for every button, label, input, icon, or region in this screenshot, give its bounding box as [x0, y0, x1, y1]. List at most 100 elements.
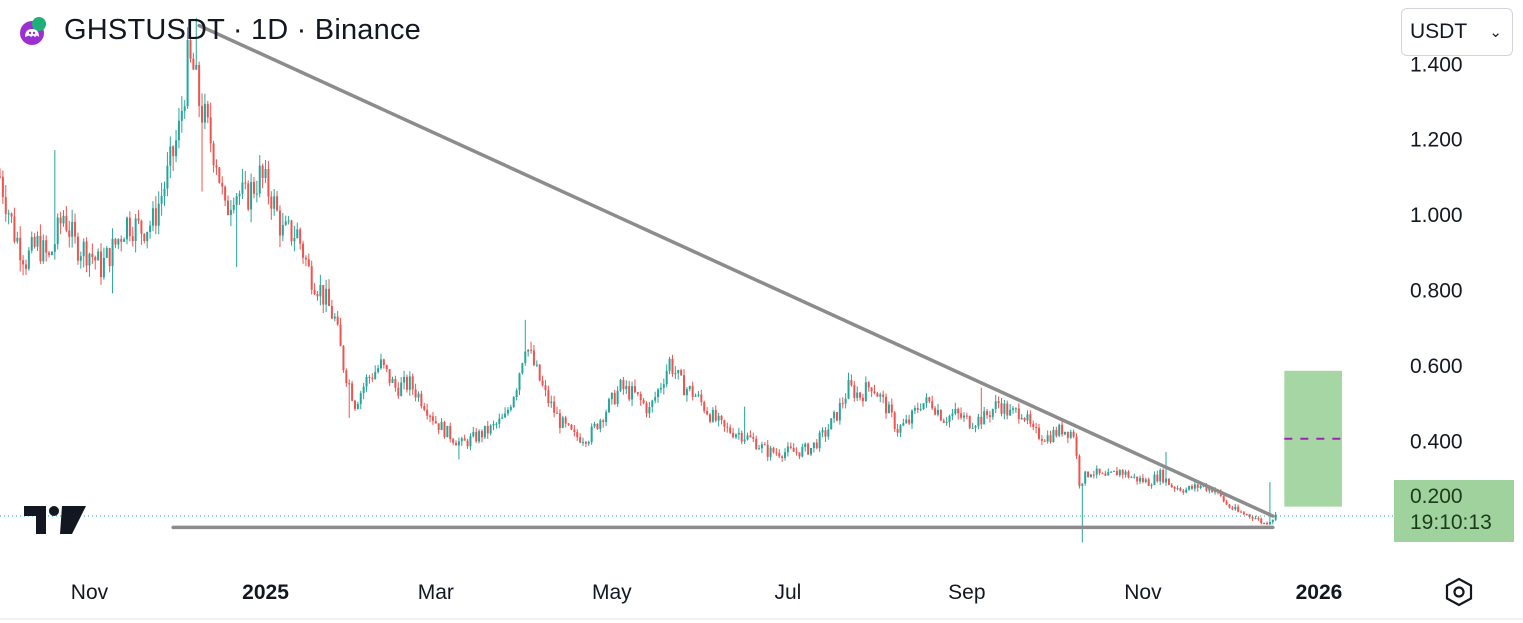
- candle: [599, 418, 602, 433]
- candle: [400, 376, 403, 397]
- candle: [290, 219, 293, 246]
- candle: [365, 374, 368, 392]
- candle: [7, 209, 10, 225]
- candle: [1144, 477, 1147, 484]
- candle: [983, 406, 986, 425]
- candle: [934, 406, 937, 416]
- candle: [706, 407, 709, 416]
- candle-body: [391, 379, 394, 383]
- candle: [1150, 483, 1153, 489]
- candle-body: [1014, 408, 1017, 410]
- month-label: Nov: [71, 581, 109, 604]
- candle-body: [160, 196, 163, 204]
- candle: [778, 449, 781, 459]
- candle-body: [108, 248, 111, 267]
- candle: [622, 376, 625, 395]
- candle: [36, 231, 39, 251]
- candle-body: [772, 447, 775, 453]
- candle-body: [1263, 522, 1266, 524]
- candle-body: [1167, 478, 1170, 485]
- candle-body: [1026, 414, 1029, 421]
- candle-body: [195, 65, 198, 70]
- candle: [437, 423, 440, 435]
- candle: [576, 429, 579, 441]
- candle-body: [743, 439, 746, 442]
- candle-body: [919, 409, 922, 411]
- candle: [743, 406, 746, 445]
- candle: [619, 378, 622, 393]
- candle-body: [558, 413, 561, 428]
- candle: [807, 442, 810, 456]
- candle: [792, 443, 795, 452]
- candle-body: [786, 446, 789, 453]
- candle: [192, 52, 195, 70]
- candle: [850, 374, 853, 387]
- candle: [1127, 470, 1130, 479]
- tradingview-logo-icon[interactable]: [24, 504, 86, 541]
- candle-body: [867, 382, 870, 388]
- candle: [1167, 478, 1170, 486]
- candle: [486, 421, 489, 439]
- last-price-value: 0.200: [1410, 485, 1463, 508]
- candle: [567, 422, 570, 426]
- candle-body: [429, 415, 432, 417]
- price-axis[interactable]: 1.400 1.200 1.000 0.800 0.600 0.400 0.200: [1410, 53, 1463, 529]
- candle: [1193, 480, 1196, 492]
- candle-body: [1257, 518, 1260, 520]
- candle-body: [71, 221, 74, 237]
- candle: [325, 279, 328, 313]
- candle-body: [737, 432, 740, 435]
- candle: [683, 369, 686, 396]
- candle-body: [1098, 468, 1101, 474]
- candle: [304, 255, 307, 267]
- candle-body: [714, 409, 717, 421]
- candle: [1009, 403, 1012, 416]
- candle: [229, 200, 232, 227]
- candle: [723, 419, 726, 432]
- candle: [746, 432, 749, 441]
- time-axis[interactable]: Nov 2025 Mar May Jul Sep Nov 2026: [0, 581, 1523, 620]
- ghost-coin-icon[interactable]: [18, 16, 46, 45]
- candle-body: [255, 193, 258, 195]
- candle: [16, 231, 19, 244]
- candle-body: [287, 220, 290, 222]
- candle: [201, 93, 204, 192]
- candle: [835, 412, 838, 422]
- candle-body: [1237, 506, 1240, 512]
- candle-body: [405, 376, 408, 390]
- candle-body: [870, 387, 873, 392]
- currency-select[interactable]: USDT ⌄: [1401, 8, 1513, 56]
- candle-body: [550, 401, 553, 404]
- hexagon-settings-icon[interactable]: [1443, 576, 1475, 608]
- chart-title[interactable]: GHSTUSDT · 1D · Binance: [64, 14, 421, 46]
- candle: [547, 385, 550, 407]
- last-price-label: 0.200 19:10:13: [1394, 480, 1514, 542]
- candle: [469, 433, 472, 451]
- candle: [518, 372, 521, 396]
- candle-body: [1124, 471, 1127, 475]
- candle-body: [1121, 469, 1124, 475]
- candle-body: [815, 442, 818, 449]
- candle-body: [443, 421, 446, 438]
- candle-body: [469, 436, 472, 447]
- candle-body: [209, 117, 212, 144]
- candle-body: [241, 182, 244, 194]
- candle-body: [977, 416, 980, 427]
- candle: [639, 391, 642, 406]
- candle: [250, 173, 253, 223]
- price-tick-label: 0.800: [1410, 280, 1463, 303]
- candle-body: [861, 397, 864, 402]
- candle-body: [151, 208, 154, 226]
- candle: [472, 426, 475, 438]
- candle-body: [273, 196, 276, 209]
- candle: [833, 410, 836, 423]
- candle: [353, 399, 356, 412]
- candle-body: [1164, 478, 1167, 483]
- candle: [1046, 430, 1049, 444]
- candle: [501, 413, 504, 419]
- candle-body: [169, 146, 172, 166]
- candle: [203, 93, 206, 130]
- candle-body: [1040, 438, 1043, 441]
- candle: [665, 364, 668, 388]
